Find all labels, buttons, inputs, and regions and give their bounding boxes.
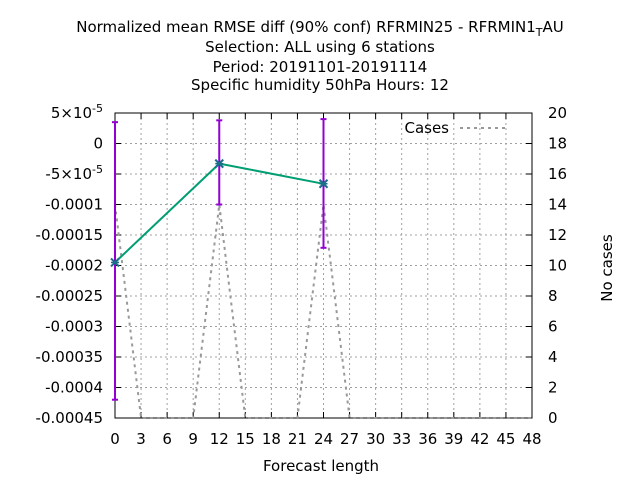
y-tick-label-left: -0.0003 xyxy=(45,318,103,336)
title-line-3: Period: 20191101-20191114 xyxy=(213,58,428,76)
title-line-1: Normalized mean RMSE diff (90% conf) RFR… xyxy=(76,18,564,39)
x-tick-label: 27 xyxy=(340,430,359,448)
x-tick-label: 33 xyxy=(392,430,411,448)
x-tick-label: 21 xyxy=(288,430,307,448)
rmse-series xyxy=(110,118,329,401)
title-subscript: T xyxy=(535,26,543,39)
x-tick-label: 0 xyxy=(110,430,120,448)
title-line-4: Specific humidity 50hPa Hours: 12 xyxy=(191,76,449,94)
y-tick-label-right: 16 xyxy=(548,165,567,183)
y-tick-label-left: -0.00035 xyxy=(36,348,103,366)
y-tick-label-right: 2 xyxy=(548,379,558,397)
y-tick-label-left: -0.00045 xyxy=(36,409,103,427)
x-tick-label: 6 xyxy=(162,430,172,448)
x-tick-label: 48 xyxy=(522,430,541,448)
y-tick-label-left: 5×10-5 xyxy=(51,102,103,122)
x-tick-label: 39 xyxy=(444,430,463,448)
x-tick-label: 36 xyxy=(418,430,437,448)
y-tick-label-right: 18 xyxy=(548,135,567,153)
y-tick-label-right: 0 xyxy=(548,409,558,427)
x-tick-label: 42 xyxy=(470,430,489,448)
x-tick-label: 24 xyxy=(314,430,333,448)
x-tick-label: 15 xyxy=(236,430,255,448)
x-tick-label: 18 xyxy=(262,430,281,448)
tick-labels: 0 3 6 9 12 15 18 21 24 27 30 33 36 39 42 45 485×10-50-5×… xyxy=(36,102,568,448)
y-tick-label-right: 14 xyxy=(548,196,567,214)
chart-title: Normalized mean RMSE diff (90% conf) RFR… xyxy=(76,18,564,94)
title-line-2: Selection: ALL using 6 stations xyxy=(205,38,435,56)
y-tick-label-left: -0.0002 xyxy=(45,257,103,275)
y-tick-label-right: 10 xyxy=(548,257,567,275)
x-tick-label: 45 xyxy=(496,430,515,448)
title-suffix: AU xyxy=(543,18,564,36)
y-tick-label-left: -0.00015 xyxy=(36,226,103,244)
y-tick-label-right: 4 xyxy=(548,348,558,366)
y-tick-label-left: 0 xyxy=(93,135,103,153)
y-tick-label-left: -0.0004 xyxy=(45,379,103,397)
legend-label: Cases xyxy=(404,119,449,137)
y-tick-label-right: 8 xyxy=(548,287,558,305)
x-tick-label: 9 xyxy=(188,430,198,448)
x-tick-label: 30 xyxy=(366,430,385,448)
y-tick-label-right: 6 xyxy=(548,318,558,336)
x-tick-label: 12 xyxy=(210,430,229,448)
y-tick-label-right: 12 xyxy=(548,226,567,244)
y-tick-label-right: 20 xyxy=(548,104,567,122)
y-tick-label-left: -0.00025 xyxy=(36,287,103,305)
y-tick-label-left: -0.0001 xyxy=(45,196,103,214)
y-tick-label-left: -5×10-5 xyxy=(45,163,103,183)
y-axis-label-right: No cases xyxy=(598,234,616,302)
legend: Cases xyxy=(404,119,506,137)
grid xyxy=(115,113,532,418)
x-axis-label: Forecast length xyxy=(263,457,379,475)
x-tick-label: 3 xyxy=(136,430,146,448)
